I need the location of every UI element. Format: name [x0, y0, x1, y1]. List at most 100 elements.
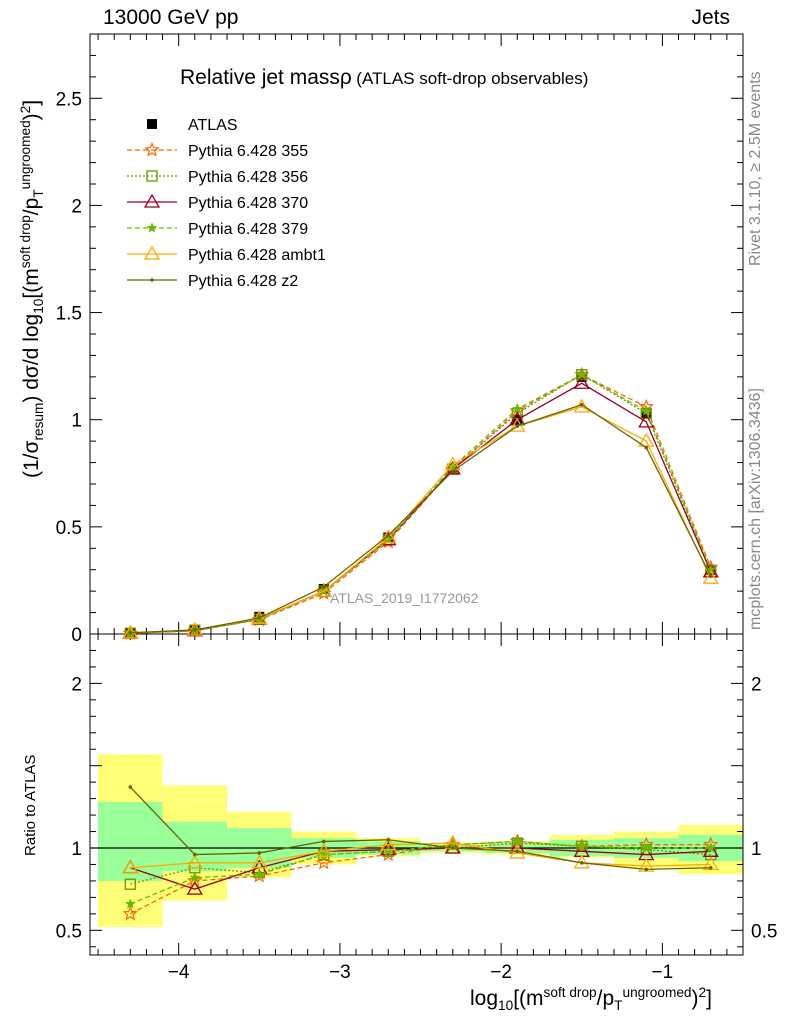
ratio-data-point — [187, 872, 203, 888]
header-right: Jets — [691, 6, 730, 29]
data-point — [644, 445, 649, 450]
ratio-series-line — [130, 842, 711, 885]
data-point — [576, 369, 588, 380]
band-inner-bin — [162, 821, 228, 872]
ratio-data-point — [512, 835, 523, 847]
legend-marker — [143, 193, 161, 208]
data-point — [128, 630, 133, 635]
ratio-series-group — [122, 785, 719, 921]
data-point — [579, 402, 584, 407]
ratio-data-point — [122, 859, 139, 874]
data-point — [257, 616, 262, 620]
ratio-data-point — [315, 843, 332, 857]
series-line — [130, 382, 712, 634]
legend-label: Pythia 6.428 370 — [188, 195, 308, 212]
data-point — [512, 403, 523, 414]
x-tick-label: −2 — [490, 962, 512, 983]
ratio-data-point — [450, 846, 455, 850]
data-point — [573, 374, 590, 389]
ratio-data-point — [515, 849, 520, 854]
ratio-data-point — [125, 898, 136, 909]
ratio-data-point — [193, 852, 197, 857]
data-point — [386, 533, 391, 538]
legend: ATLAS Pythia 6.428 355 Pythia 6.428 356 Pyt… — [127, 117, 326, 290]
ratio-data-point — [380, 836, 397, 851]
ratio-bands — [98, 754, 743, 928]
legend-marker — [144, 141, 160, 157]
plot-title: Relative jet massρ (ATLAS soft-drop obse… — [180, 66, 588, 90]
header-left: 13000 GeV pp — [103, 6, 239, 29]
ratio-data-point — [186, 854, 203, 869]
ratio-data-point — [579, 861, 584, 865]
ratio-data-point — [186, 880, 203, 895]
ratio-data-point — [254, 868, 265, 879]
ratio-data-point — [257, 851, 262, 855]
series-line — [130, 406, 712, 634]
ratio-data-point — [644, 867, 649, 872]
data-point — [450, 469, 455, 473]
data-point — [251, 610, 268, 625]
legend-marker — [146, 222, 158, 233]
ratio-data-point — [128, 785, 133, 789]
y-tick-label: 0 — [71, 625, 82, 646]
ratio-data-point — [251, 854, 268, 869]
x-tick-label: −3 — [329, 962, 351, 983]
x-tick-label: −1 — [652, 962, 674, 983]
legend-marker — [146, 170, 158, 182]
data-point — [702, 569, 719, 584]
y-tick-label: 0.5 — [56, 518, 82, 539]
data-point — [447, 461, 459, 472]
data-point — [321, 585, 326, 589]
ratio-data-point — [576, 840, 588, 851]
legend-label: Pythia 6.428 379 — [188, 221, 308, 238]
band-inner-bin — [98, 801, 163, 881]
main-series-group — [122, 366, 719, 640]
ratio-data-point — [316, 854, 332, 870]
legend-marker — [150, 278, 154, 282]
y-tick-label: 1.5 — [56, 304, 82, 325]
y-tick-label: 1 — [71, 411, 82, 432]
data-point — [315, 582, 332, 597]
legend-label: Pythia 6.428 z2 — [188, 273, 298, 290]
analysis-watermark: ATLAS_2019_I1772062 — [330, 590, 479, 606]
legend-label: ATLAS — [188, 117, 238, 134]
ratio-data-point — [124, 878, 136, 890]
ratio-series-line — [129, 786, 711, 871]
data-point — [708, 574, 713, 578]
ratio-series-line — [130, 840, 711, 905]
ratio-data-point — [122, 905, 138, 921]
legend-label: Pythia 6.428 356 — [188, 169, 308, 186]
ratio-data-point — [189, 872, 201, 883]
series-line — [130, 403, 712, 634]
ratio-series-line — [130, 847, 711, 890]
ratio-y-tick-label: 1 — [71, 839, 82, 860]
ratio-y-tick-label: 2 — [71, 674, 82, 695]
ratio-y-tick-label-right: 2 — [751, 674, 762, 695]
ratio-y-tick-label-right: 0.5 — [751, 921, 777, 942]
plot-title-sub: (ATLAS soft-drop observables) — [356, 69, 589, 88]
legend-marker — [143, 245, 161, 260]
ratio-data-point — [321, 839, 326, 844]
ratio-y-tick-label: 0.5 — [56, 921, 82, 942]
data-point — [193, 628, 197, 632]
y-tick-label: 2 — [71, 196, 82, 217]
legend-label: Pythia 6.428 ambt1 — [188, 247, 326, 264]
ratio-frame — [89, 633, 744, 956]
ratio-data-point — [380, 841, 397, 856]
plot-title-main: Relative jet massρ — [180, 66, 352, 89]
x-tick-label: −4 — [168, 962, 190, 983]
data-point — [515, 424, 520, 428]
x-axis-label: log10[(msoft drop/pTungroomed)2] — [470, 985, 712, 1014]
ratio-data-point — [708, 865, 713, 870]
data-point — [641, 405, 652, 416]
legend-marker — [147, 119, 157, 129]
legend-label: Pythia 6.428 355 — [188, 143, 308, 160]
ratio-y-tick-label-right: 1 — [751, 839, 762, 860]
axis-ticks: −4 −3 −2 −1 0 0.5 1 1.5 2 2.5 0.5 0.5 1 1 2 2 — [56, 33, 777, 983]
ratio-data-point — [641, 842, 652, 853]
ratio-data-point — [386, 837, 391, 842]
ratio-data-point — [705, 842, 717, 853]
y-tick-label: 2.5 — [56, 89, 82, 110]
data-point — [380, 529, 397, 544]
